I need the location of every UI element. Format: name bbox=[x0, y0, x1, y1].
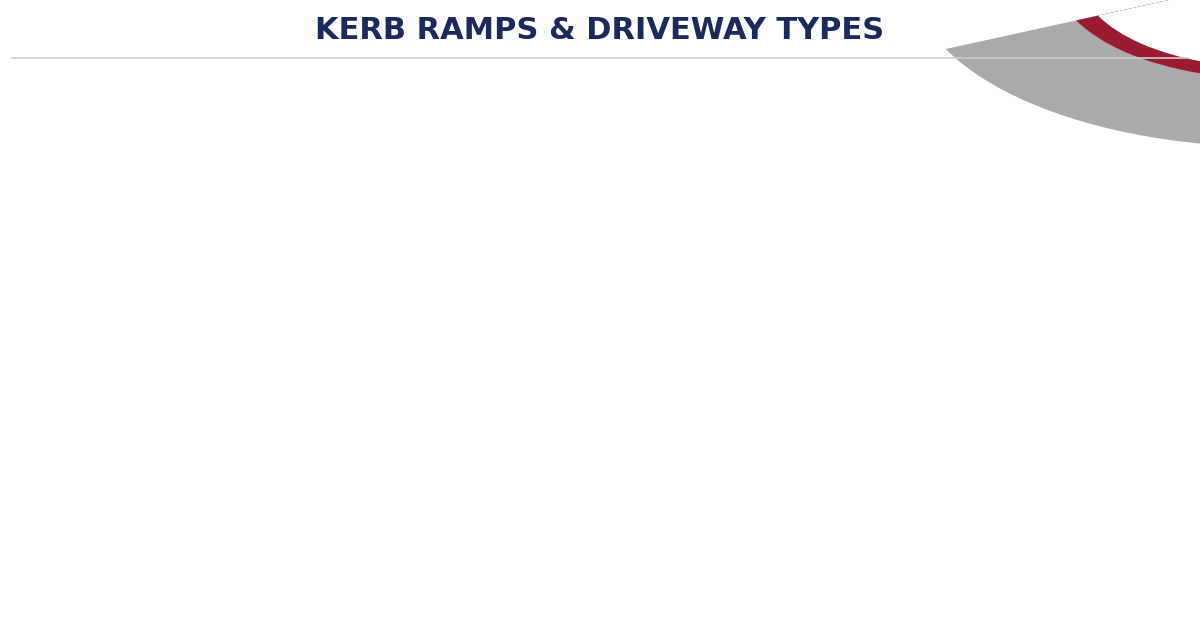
Text: 2.: 2. bbox=[600, 19, 650, 65]
Text: Foot Path: Foot Path bbox=[14, 359, 50, 367]
Wedge shape bbox=[1098, 0, 1200, 68]
Text: Ramp Match: Heeve Driveway Rubber Kerb
Ramp. This is a solid 1.2m ramp made from: Ramp Match: Heeve Driveway Rubber Kerb R… bbox=[624, 147, 900, 234]
Polygon shape bbox=[960, 458, 1182, 554]
Text: Square kerbs are a straight drop (or 90
degree angle) between the road and your
: Square kerbs are a straight drop (or 90 … bbox=[624, 347, 904, 398]
Text: Street: Street bbox=[1067, 494, 1090, 503]
Text: 3.: 3. bbox=[190, 302, 240, 347]
Text: Square Driveway: Square Driveway bbox=[660, 302, 886, 327]
Text: A cul-de-sac refers to a court or dead-end
street, and in most cases, the road f: A cul-de-sac refers to a court or dead-e… bbox=[624, 65, 919, 115]
Text: 1.: 1. bbox=[190, 19, 240, 65]
Polygon shape bbox=[18, 94, 276, 220]
Polygon shape bbox=[18, 367, 276, 514]
Text: Ramp Match: For a standard square kerb
(usually 100mm high), we recommend
instal: Ramp Match: For a standard square kerb (… bbox=[624, 424, 880, 511]
Text: Cul-De-Sac Driveway: Cul-De-Sac Driveway bbox=[660, 19, 936, 44]
Text: Street: Street bbox=[214, 403, 236, 411]
Wedge shape bbox=[1076, 0, 1200, 79]
Text: Ramp Match:  Heeve Driveway
Rubber Kerb Ramp or the Heeve
100% Recycled Rubber K: Ramp Match: Heeve Driveway Rubber Kerb R… bbox=[300, 164, 522, 214]
Text: Street: Street bbox=[214, 121, 236, 130]
Text: Rolled-Edge Driveway: Rolled-Edge Driveway bbox=[252, 19, 542, 44]
Text: A layback kerb is a straight line slope
from the road to your driveway: A layback kerb is a straight line slope … bbox=[300, 339, 550, 371]
Text: 4.: 4. bbox=[600, 302, 650, 347]
Text: Ramp Match:  Barrier Group Rubber
Kerb Ramps, and joining them
together to creat: Ramp Match: Barrier Group Rubber Kerb Ra… bbox=[300, 418, 524, 468]
Wedge shape bbox=[946, 0, 1200, 147]
Text: Foot Path: Foot Path bbox=[958, 443, 992, 452]
Text: KERB RAMPS & DRIVEWAY TYPES: KERB RAMPS & DRIVEWAY TYPES bbox=[316, 16, 884, 45]
Text: A rolled edge kerb is a soft slant
(rather than a vertical drop) and a
common dr: A rolled edge kerb is a soft slant (rath… bbox=[300, 51, 529, 119]
Text: Foot Path: Foot Path bbox=[14, 102, 50, 111]
Text: Layback Driveway: Layback Driveway bbox=[252, 302, 492, 327]
